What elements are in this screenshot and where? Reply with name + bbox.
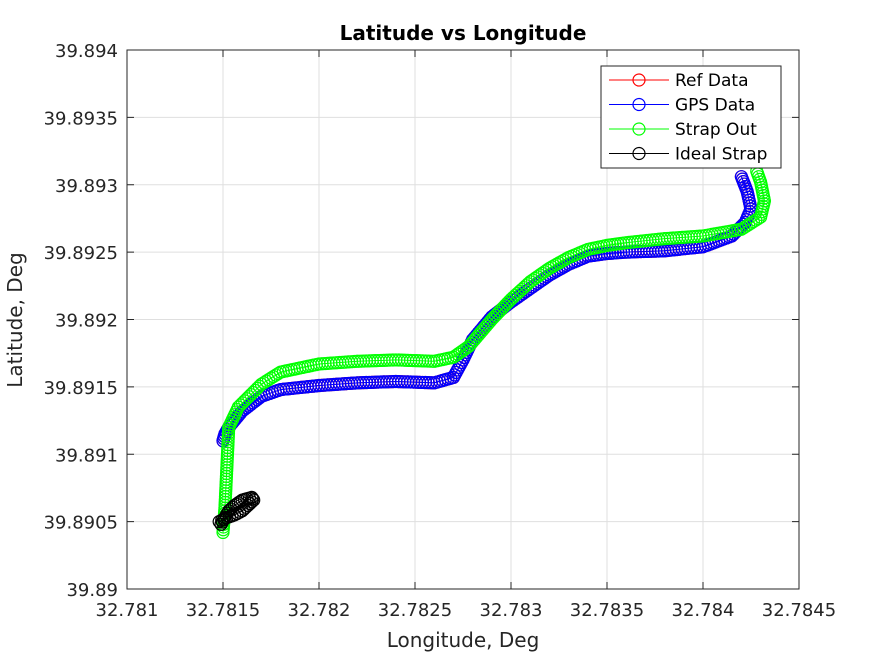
legend-entry-gps-data: GPS Data: [609, 96, 755, 116]
series-marker: [252, 379, 266, 393]
series-line: [222, 171, 765, 533]
y-tick-label: 39.894: [55, 41, 118, 62]
series-marker: [451, 347, 465, 361]
y-tick-label: 39.892: [55, 311, 118, 332]
x-tick-label: 32.782: [288, 600, 351, 621]
legend-entry-strap-out: Strap Out: [609, 120, 757, 140]
legend-marker: [632, 97, 646, 112]
series-marker: [453, 346, 467, 360]
series-marker: [214, 517, 228, 531]
x-tick-label: 32.783: [480, 600, 543, 621]
series-marker: [734, 170, 749, 184]
legend-box: [600, 65, 782, 169]
y-tick-label: 39.8915: [44, 378, 118, 399]
series-ideal-strap: [212, 490, 261, 531]
series-marker: [521, 277, 535, 291]
y-tick-label: 39.893: [55, 176, 118, 197]
legend-marker: [632, 146, 646, 161]
legend-marker: [632, 122, 646, 136]
tick-marks: [126, 49, 800, 590]
data-series: [212, 164, 772, 540]
legend-label: Ideal Strap: [675, 145, 767, 165]
y-tick-labels: 39.89 39.8905 39.891 39.8915 39.892 39.8925 39…: [44, 41, 118, 601]
legend-label: GPS Data: [675, 96, 755, 116]
y-tick-label: 39.8935: [44, 108, 118, 129]
legend-entry-ref-data: Ref Data: [609, 71, 749, 91]
legend-label: Strap Out: [675, 120, 757, 140]
x-tick-label: 32.781: [96, 600, 159, 621]
legend: Ref Data GPS Data Strap Out Ideal Strap: [600, 65, 782, 169]
y-tick-label: 39.89: [66, 580, 118, 601]
x-tick-label: 32.7825: [378, 600, 452, 621]
legend-marker: [632, 73, 646, 87]
series-marker: [448, 349, 463, 363]
x-axis-label: Longitude, Deg: [387, 628, 540, 652]
x-tick-label: 32.7835: [570, 600, 644, 621]
x-tick-label: 32.784: [672, 600, 735, 621]
legend-entry-ideal-strap: Ideal Strap: [609, 145, 767, 165]
series-marker: [446, 350, 460, 364]
y-tick-label: 39.8925: [44, 243, 118, 264]
y-tick-label: 39.891: [55, 445, 118, 466]
x-tick-label: 32.7845: [762, 600, 836, 621]
series-line: [218, 496, 255, 525]
series-marker: [215, 515, 229, 529]
chart-title: Latitude vs Longitude: [340, 21, 587, 45]
legend-label: Ref Data: [675, 71, 749, 91]
y-tick-label: 39.8905: [44, 513, 118, 534]
y-axis-label: Latitude, Deg: [3, 252, 27, 387]
x-tick-label: 32.7815: [186, 600, 260, 621]
series-strap-out: [216, 164, 772, 540]
series-marker: [455, 344, 469, 358]
x-tick-labels: 32.781 32.7815 32.782 32.7825 32.783 32.7835 3…: [96, 600, 837, 621]
